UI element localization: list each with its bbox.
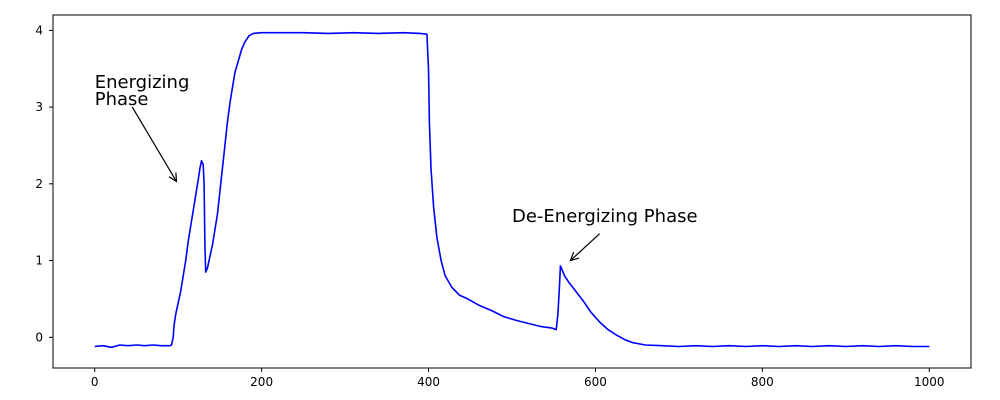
- plot-area: [52, 14, 972, 369]
- y-tick-label: 3: [35, 100, 43, 114]
- y-tick-label: 1: [35, 254, 43, 268]
- y-axis: 0 1 2 3 4: [35, 23, 53, 344]
- annotation-line: De-Energizing Phase: [512, 206, 698, 227]
- y-tick-label: 2: [35, 177, 43, 191]
- series-layer: [94, 31, 930, 349]
- annotation-arrow-1: [570, 233, 601, 261]
- annotation-arrow-0: [131, 106, 176, 181]
- x-axis: 0 200 400 600 800 1000: [91, 368, 945, 389]
- x-tick-label: 200: [250, 375, 273, 389]
- annotation-layer: Energizing Phase De-Energizing Phase: [95, 72, 698, 261]
- x-tick-label: 600: [584, 375, 607, 389]
- series-line-0: [94, 31, 930, 349]
- plot-frame: [52, 14, 972, 369]
- x-tick-label: 1000: [914, 375, 945, 389]
- y-tick-label: 0: [35, 330, 43, 344]
- annotation-line: Phase: [95, 89, 149, 110]
- x-tick-label: 800: [751, 375, 774, 389]
- y-tick-label: 4: [35, 23, 43, 37]
- x-tick-label: 400: [417, 375, 440, 389]
- annotation-text-0: Energizing Phase: [95, 72, 190, 110]
- annotation-text-1: De-Energizing Phase: [512, 206, 698, 227]
- annotation-line: Energizing: [95, 72, 190, 93]
- x-tick-label: 0: [91, 375, 99, 389]
